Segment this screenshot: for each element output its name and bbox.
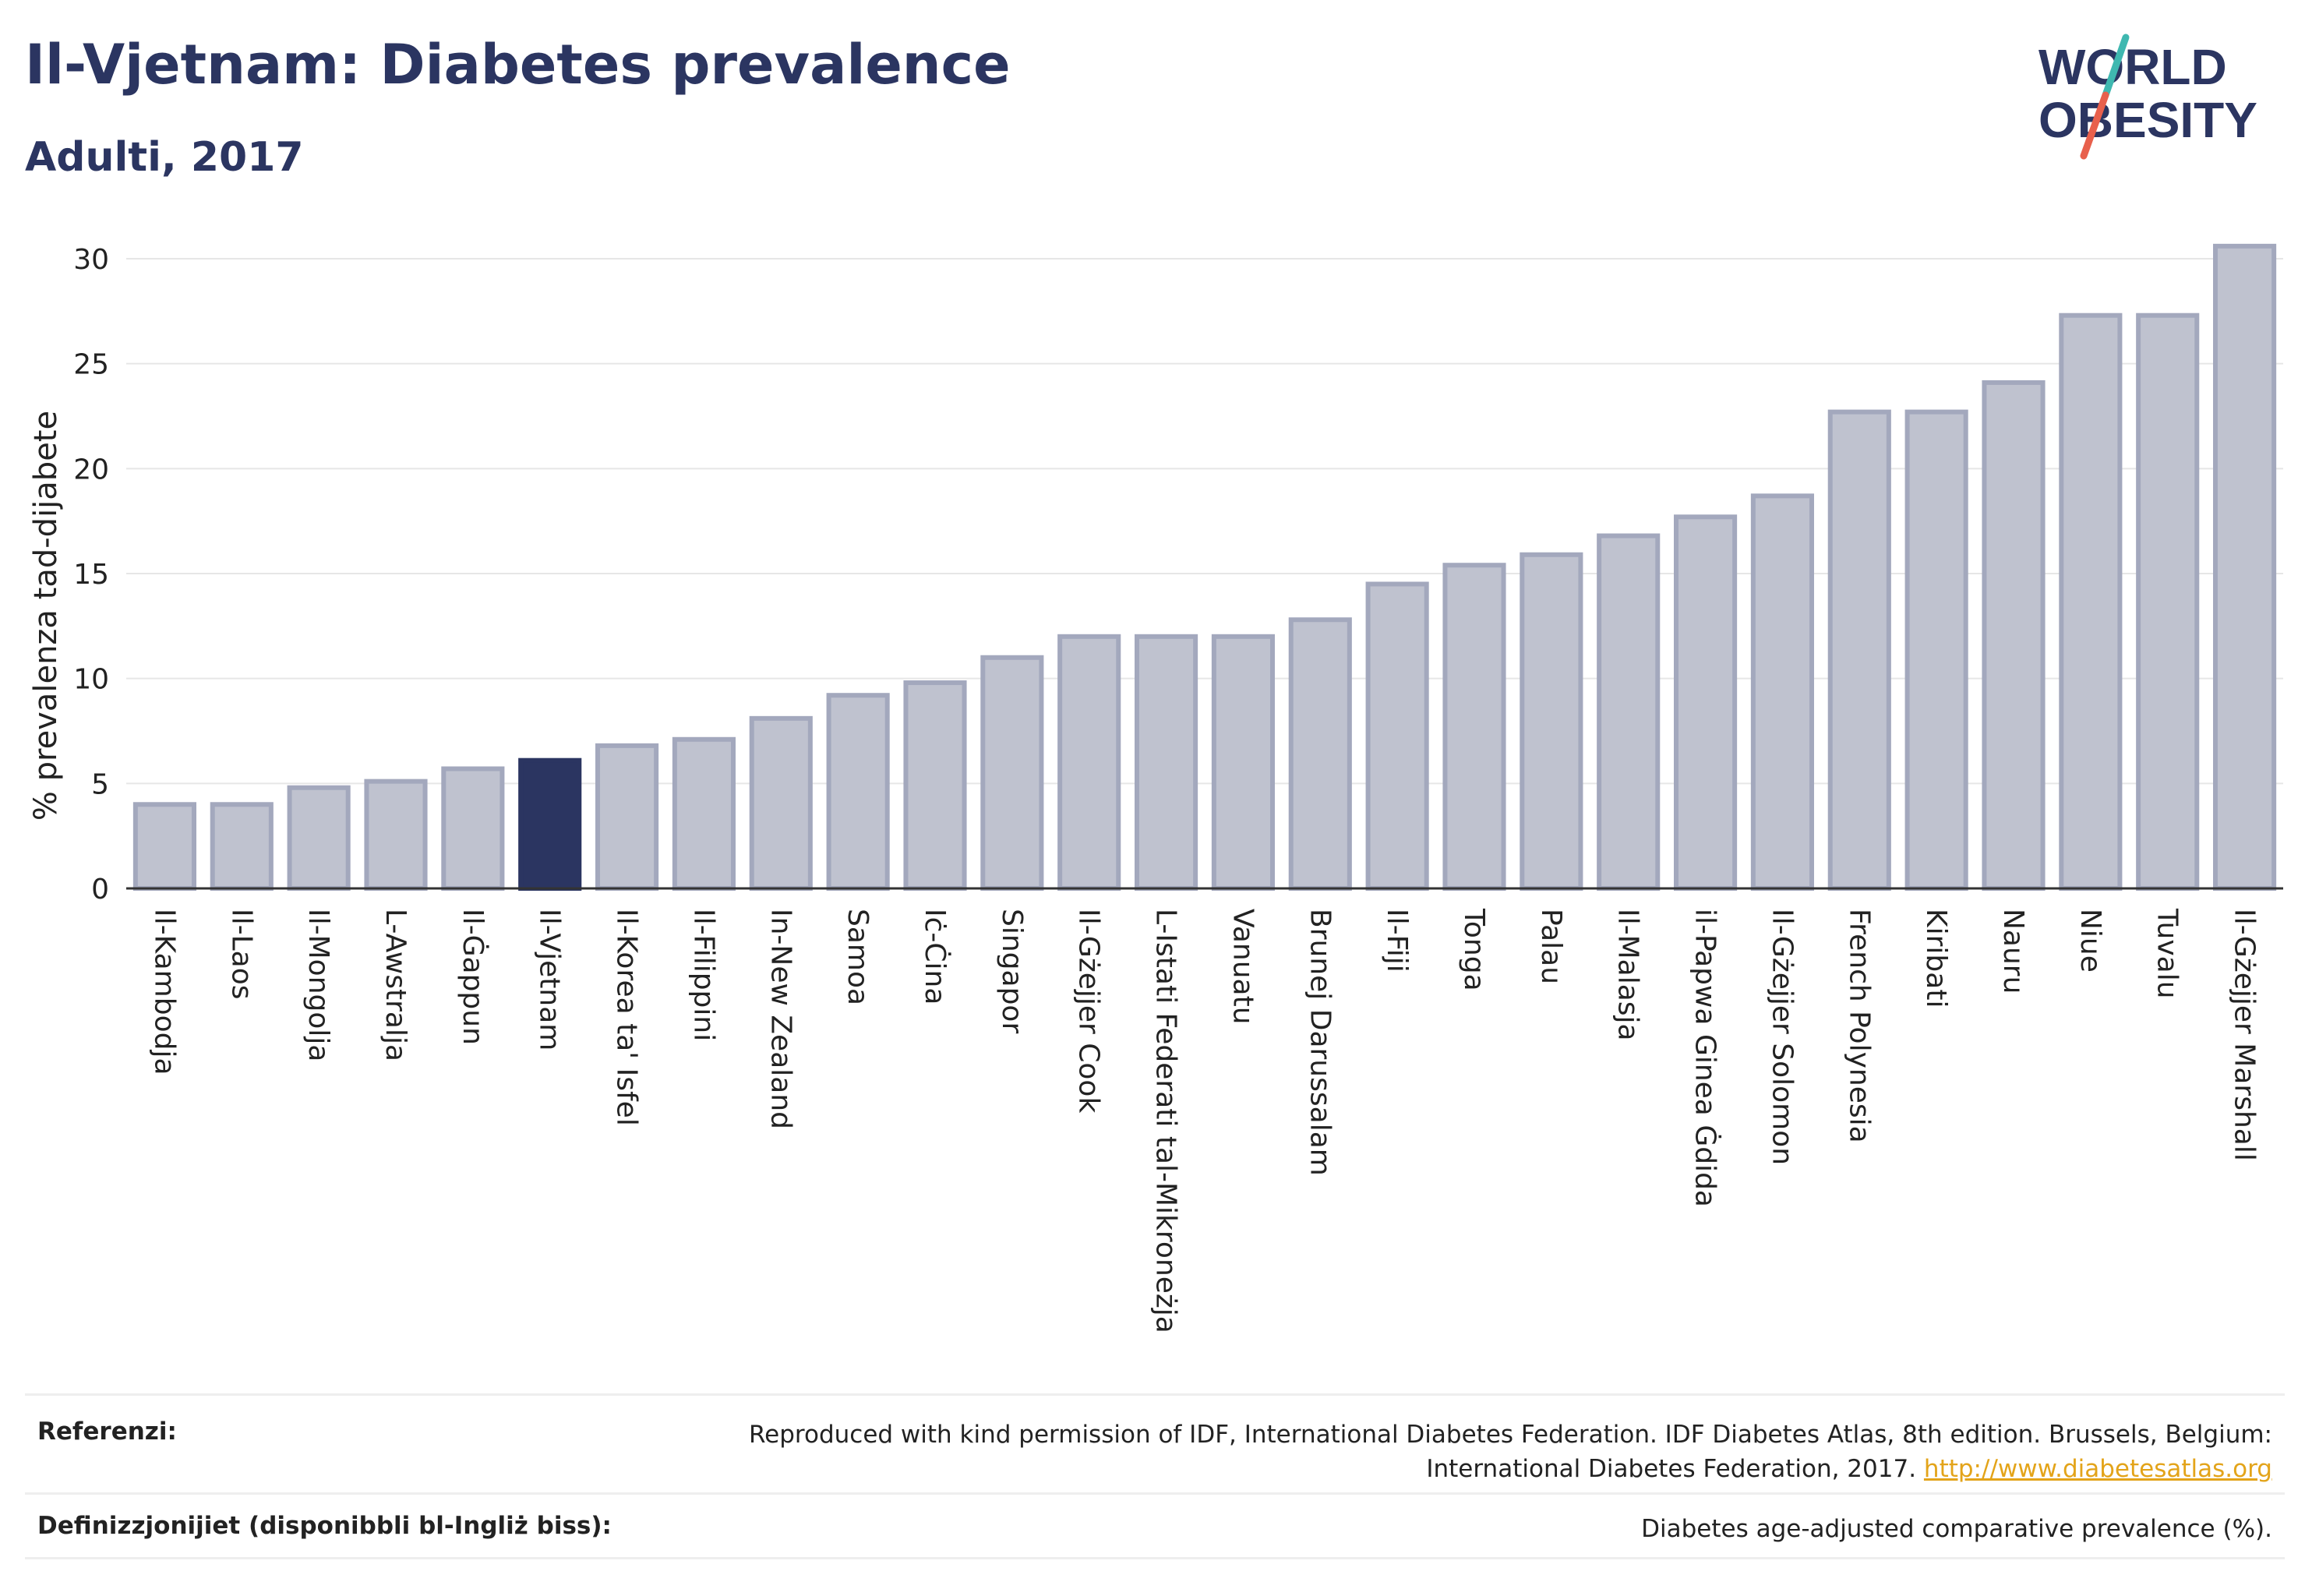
x-tick-label: L-Awstralja	[379, 909, 411, 1061]
definitions-text: Diabetes age-adjusted comparative preval…	[1641, 1515, 2272, 1543]
bar	[2059, 312, 2123, 892]
logo-slash-top	[2102, 34, 2130, 99]
x-tick-label: Nauru	[1997, 909, 2029, 994]
x-tick-label: il-Papwa Ginea Ġdida	[1689, 909, 1722, 1207]
logo-text-obesity: OBESITY	[2038, 92, 2257, 148]
bar	[1442, 563, 1506, 892]
bar	[1674, 514, 1738, 892]
world-obesity-logo[interactable]: WORLD OBESITY	[2034, 31, 2291, 164]
bar	[2136, 312, 2200, 892]
bar	[132, 802, 196, 892]
x-tick-label: Samoa	[842, 909, 874, 1005]
bar	[210, 802, 274, 892]
x-tick-label: Il-Filippini	[687, 909, 719, 1041]
bar	[672, 736, 736, 891]
bar	[1982, 380, 2046, 891]
x-tick-label: Il-Malasja	[1612, 909, 1644, 1041]
y-tick-label: 20	[73, 454, 109, 486]
x-tick-label: Tuvalu	[2151, 908, 2183, 999]
x-tick-label: Il-Fiji	[1381, 909, 1413, 973]
x-tick-label: Palau	[1535, 909, 1567, 984]
x-tick-label: Il-Gżejjer Marshall	[2229, 909, 2261, 1161]
x-tick-label: Il-Laos	[225, 909, 257, 1000]
bar	[903, 680, 967, 891]
x-tick-label: Brunej Darussalam	[1304, 909, 1336, 1176]
bar	[1827, 409, 1891, 891]
bar	[1211, 634, 1275, 891]
bar	[749, 715, 813, 892]
footer-table: Referenzi: Reproduced with kind permissi…	[25, 1393, 2285, 1559]
bar	[1520, 552, 1583, 891]
x-tick-label: Tonga	[1458, 908, 1490, 991]
y-tick-label: 15	[73, 559, 109, 591]
x-tick-label: In-New Zealand	[764, 909, 796, 1129]
references-line-2: International Diabetes Federation, 2017.…	[749, 1452, 2272, 1486]
x-tick-label: Singapor	[996, 909, 1028, 1033]
references-row: Referenzi: Reproduced with kind permissi…	[25, 1393, 2285, 1492]
y-tick-label: 30	[73, 244, 109, 276]
x-tick-label: Il-Ġappun	[457, 909, 489, 1045]
y-axis-title: % prevalenza tad-dijabete	[28, 411, 64, 821]
bar	[1597, 533, 1661, 892]
y-tick-label: 5	[91, 768, 109, 800]
x-tick-label: Kiribati	[1920, 909, 1952, 1008]
bar	[595, 743, 659, 891]
bar	[1365, 581, 1429, 891]
x-tick-label: French Polynesia	[1843, 909, 1875, 1143]
bar	[1750, 493, 1814, 891]
bar-highlighted	[518, 757, 582, 891]
bar	[826, 693, 890, 891]
logo-text-world: WORLD	[2038, 39, 2227, 95]
bar	[441, 766, 505, 891]
x-tick-label: Il-Gżejjer Solomon	[1766, 909, 1798, 1165]
y-tick-label: 0	[91, 874, 109, 906]
references-line-2-text: International Diabetes Federation, 2017.	[1426, 1455, 1917, 1483]
bar	[1135, 634, 1198, 891]
definitions-row: Definizzjonijiet (disponibbli bl-Ingliż …	[25, 1492, 2285, 1559]
x-tick-label: Il-Vjetnam	[534, 909, 566, 1050]
logo-slash-bottom	[2080, 91, 2109, 160]
x-tick-label: Il-Kambodja	[148, 909, 180, 1075]
x-tick-label: Vanuatu	[1227, 909, 1258, 1025]
y-tick-label: 10	[73, 664, 109, 696]
references-label: Referenzi:	[37, 1418, 177, 1446]
definitions-label: Definizzjonijiet (disponibbli bl-Ingliż …	[37, 1512, 612, 1540]
x-tick-label: Il-Mongolja	[302, 909, 334, 1061]
bar	[1288, 617, 1352, 892]
bar-chart: 0 5 10 15 20 25 30 % prevalenza tad-dijabete Il-…	[28, 243, 2283, 1333]
x-tick-label: Il-Korea ta' Isfel	[611, 909, 643, 1126]
x-tick-label: Il-Gżejjer Cook	[1073, 909, 1105, 1113]
bar	[1057, 634, 1121, 891]
references-line-1: Reproduced with kind permission of IDF, …	[749, 1421, 2272, 1449]
x-tick-label: Niue	[2074, 909, 2106, 973]
x-tick-label: Iċ-Ċina	[919, 909, 951, 1005]
references-text: Reproduced with kind permission of IDF, …	[749, 1418, 2272, 1486]
x-tick-label: L-Istati Federati tal-Mikroneżja	[1150, 909, 1182, 1333]
bar	[980, 655, 1044, 891]
y-tick-label: 25	[73, 349, 109, 381]
diabetesatlas-link[interactable]: http://www.diabetesatlas.org	[1923, 1455, 2272, 1483]
bar	[287, 785, 351, 891]
bar	[364, 779, 428, 892]
bar	[1904, 409, 1968, 891]
chart-subtitle: Adulti, 2017	[25, 134, 304, 181]
bar	[2213, 243, 2277, 891]
chart-title: Il-Vjetnam: Diabetes prevalence	[25, 33, 1011, 97]
